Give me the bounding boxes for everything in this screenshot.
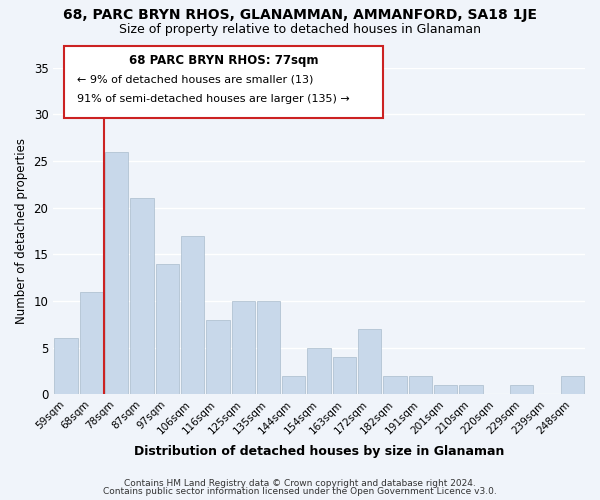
Bar xyxy=(181,236,204,394)
Bar xyxy=(333,357,356,395)
Bar xyxy=(409,376,432,394)
Bar xyxy=(257,301,280,394)
Text: ← 9% of detached houses are smaller (13): ← 9% of detached houses are smaller (13) xyxy=(77,74,314,84)
Text: 68, PARC BRYN RHOS, GLANAMMAN, AMMANFORD, SA18 1JE: 68, PARC BRYN RHOS, GLANAMMAN, AMMANFORD… xyxy=(63,8,537,22)
Bar xyxy=(434,385,457,394)
Bar xyxy=(55,338,77,394)
Bar xyxy=(232,301,255,394)
Bar xyxy=(206,320,230,394)
Text: Size of property relative to detached houses in Glanaman: Size of property relative to detached ho… xyxy=(119,22,481,36)
Y-axis label: Number of detached properties: Number of detached properties xyxy=(15,138,28,324)
Bar xyxy=(510,385,533,394)
Bar xyxy=(358,329,382,394)
Bar xyxy=(130,198,154,394)
Bar xyxy=(460,385,483,394)
Bar xyxy=(383,376,407,394)
FancyBboxPatch shape xyxy=(64,46,383,118)
Bar xyxy=(80,292,103,395)
Text: 91% of semi-detached houses are larger (135) →: 91% of semi-detached houses are larger (… xyxy=(77,94,350,104)
Bar xyxy=(307,348,331,395)
Bar xyxy=(560,376,584,394)
X-axis label: Distribution of detached houses by size in Glanaman: Distribution of detached houses by size … xyxy=(134,444,505,458)
Text: 68 PARC BRYN RHOS: 77sqm: 68 PARC BRYN RHOS: 77sqm xyxy=(128,54,318,68)
Bar xyxy=(155,264,179,394)
Bar xyxy=(282,376,305,394)
Bar xyxy=(105,152,128,394)
Text: Contains public sector information licensed under the Open Government Licence v3: Contains public sector information licen… xyxy=(103,487,497,496)
Text: Contains HM Land Registry data © Crown copyright and database right 2024.: Contains HM Land Registry data © Crown c… xyxy=(124,478,476,488)
